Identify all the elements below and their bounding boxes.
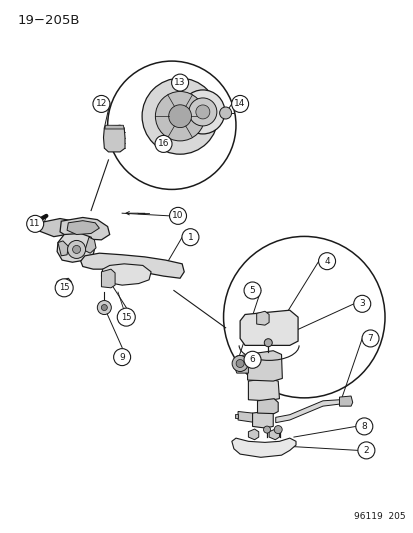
Circle shape bbox=[263, 338, 272, 347]
Polygon shape bbox=[60, 217, 109, 240]
Polygon shape bbox=[57, 233, 95, 262]
Circle shape bbox=[243, 282, 261, 299]
Circle shape bbox=[117, 308, 135, 326]
Circle shape bbox=[235, 359, 244, 368]
Circle shape bbox=[232, 356, 247, 372]
Circle shape bbox=[353, 295, 370, 312]
Polygon shape bbox=[85, 237, 96, 253]
Polygon shape bbox=[101, 264, 151, 285]
Circle shape bbox=[101, 304, 107, 311]
Polygon shape bbox=[248, 378, 279, 401]
Text: 19−205B: 19−205B bbox=[18, 14, 80, 27]
Circle shape bbox=[243, 351, 261, 368]
Circle shape bbox=[263, 426, 270, 433]
Circle shape bbox=[93, 95, 110, 112]
Circle shape bbox=[154, 135, 172, 152]
Polygon shape bbox=[339, 396, 352, 406]
Polygon shape bbox=[58, 241, 68, 256]
Polygon shape bbox=[57, 278, 71, 292]
Circle shape bbox=[195, 105, 209, 119]
Polygon shape bbox=[257, 399, 278, 414]
Text: 15: 15 bbox=[121, 313, 131, 321]
Text: 3: 3 bbox=[358, 300, 364, 308]
Circle shape bbox=[142, 78, 218, 154]
Polygon shape bbox=[235, 414, 238, 418]
Circle shape bbox=[357, 442, 374, 459]
Polygon shape bbox=[248, 429, 258, 440]
Text: 13: 13 bbox=[174, 78, 185, 87]
Circle shape bbox=[219, 107, 231, 119]
Polygon shape bbox=[101, 269, 115, 288]
Polygon shape bbox=[67, 221, 99, 235]
Circle shape bbox=[155, 92, 204, 141]
Text: 12: 12 bbox=[95, 100, 107, 108]
Text: 7: 7 bbox=[367, 334, 373, 343]
Text: 8: 8 bbox=[361, 422, 366, 431]
Circle shape bbox=[355, 418, 372, 435]
Polygon shape bbox=[231, 438, 295, 457]
Text: 1: 1 bbox=[187, 233, 193, 241]
Text: 10: 10 bbox=[172, 212, 183, 220]
Circle shape bbox=[231, 95, 248, 112]
Circle shape bbox=[180, 90, 224, 134]
Text: 14: 14 bbox=[234, 100, 245, 108]
Polygon shape bbox=[37, 219, 76, 237]
Circle shape bbox=[168, 105, 191, 127]
Text: 15: 15 bbox=[59, 284, 69, 292]
Polygon shape bbox=[240, 310, 297, 345]
Polygon shape bbox=[268, 429, 279, 440]
Circle shape bbox=[67, 240, 85, 259]
Text: 11: 11 bbox=[29, 220, 41, 228]
Circle shape bbox=[273, 425, 282, 434]
Circle shape bbox=[318, 253, 335, 270]
Circle shape bbox=[113, 349, 131, 366]
Text: 9: 9 bbox=[119, 353, 125, 361]
Circle shape bbox=[188, 98, 216, 126]
Polygon shape bbox=[104, 125, 124, 129]
Text: 4: 4 bbox=[323, 257, 329, 265]
Circle shape bbox=[181, 229, 199, 246]
Circle shape bbox=[26, 215, 44, 232]
Circle shape bbox=[171, 74, 188, 91]
Circle shape bbox=[169, 207, 186, 224]
Text: 5: 5 bbox=[249, 286, 255, 295]
Text: 96119  205: 96119 205 bbox=[354, 512, 405, 521]
Polygon shape bbox=[233, 354, 248, 373]
Text: 2: 2 bbox=[363, 446, 368, 455]
Polygon shape bbox=[263, 368, 272, 413]
Polygon shape bbox=[275, 400, 339, 423]
Circle shape bbox=[97, 301, 111, 314]
Polygon shape bbox=[252, 411, 273, 428]
Circle shape bbox=[361, 330, 378, 347]
Polygon shape bbox=[103, 125, 125, 152]
Circle shape bbox=[55, 279, 73, 297]
Polygon shape bbox=[247, 351, 282, 381]
Polygon shape bbox=[256, 311, 268, 325]
Polygon shape bbox=[81, 253, 184, 278]
Polygon shape bbox=[237, 411, 252, 422]
Circle shape bbox=[72, 245, 81, 254]
Text: 6: 6 bbox=[249, 356, 255, 364]
Text: 16: 16 bbox=[157, 140, 169, 148]
